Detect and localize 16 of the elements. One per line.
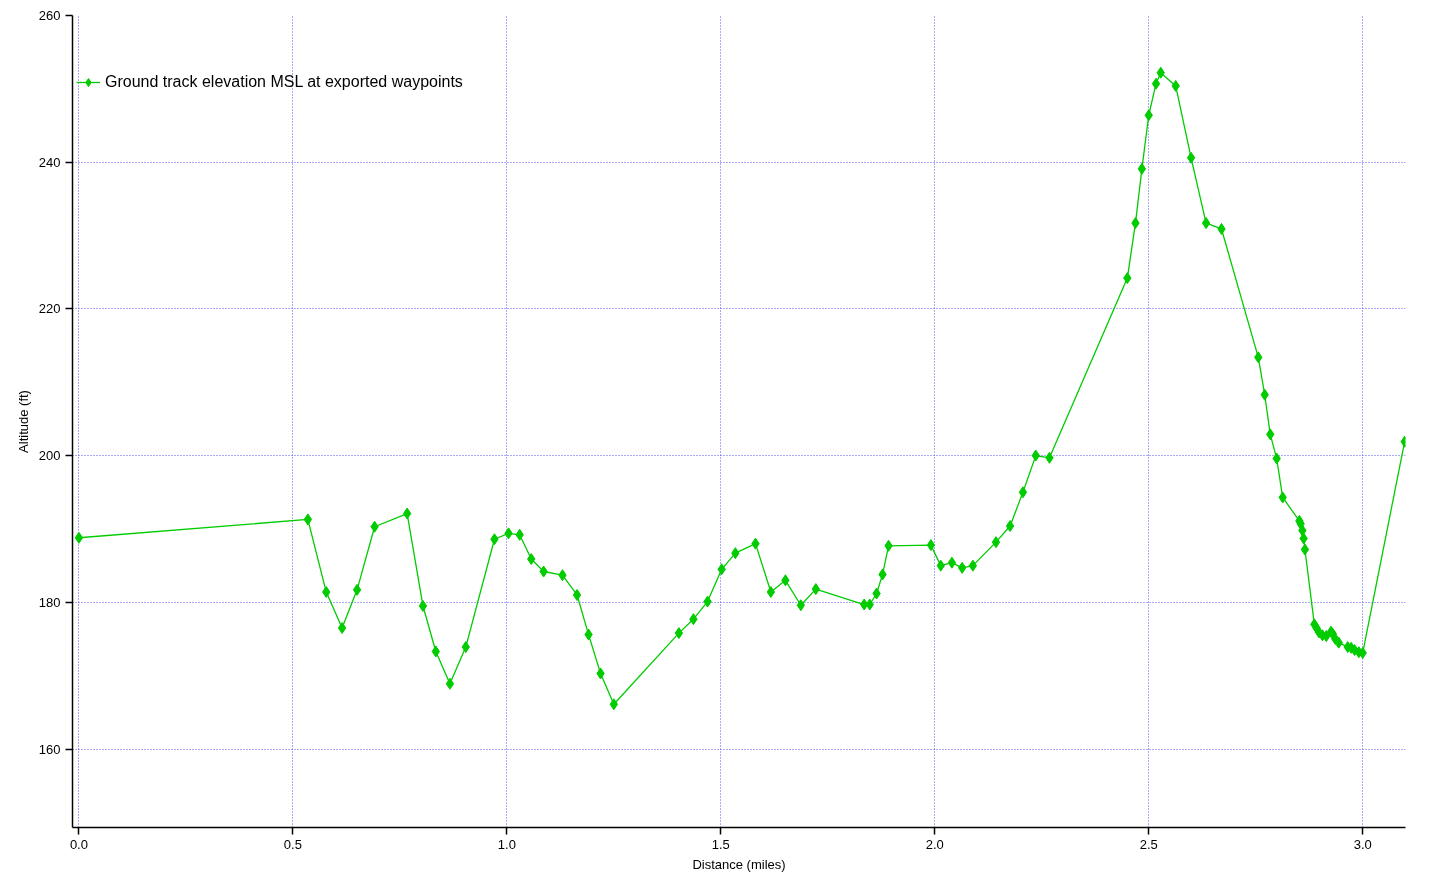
x-tick-label: 3.0 bbox=[1353, 836, 1372, 852]
x-tick-label: 0.0 bbox=[69, 836, 88, 852]
y-tick-label: 260 bbox=[38, 8, 61, 23]
y-axis-title: Altitude (ft) bbox=[15, 390, 31, 453]
x-tick-label: 0.5 bbox=[283, 836, 302, 852]
y-tick-label: 200 bbox=[38, 448, 61, 464]
x-tick-label: 1.5 bbox=[711, 836, 730, 852]
legend-label: Ground track elevation MSL at exported waypoints bbox=[105, 72, 463, 92]
y-tick-label: 160 bbox=[38, 741, 61, 757]
y-tick-label: 240 bbox=[38, 154, 61, 170]
x-axis-title: Distance (miles) bbox=[692, 856, 786, 872]
y-tick-label: 180 bbox=[38, 594, 61, 610]
x-tick-label: 1.0 bbox=[497, 836, 516, 852]
y-tick-label: 220 bbox=[38, 301, 61, 317]
x-tick-label: 2.5 bbox=[1139, 836, 1158, 852]
x-tick-label: 2.0 bbox=[925, 836, 944, 852]
